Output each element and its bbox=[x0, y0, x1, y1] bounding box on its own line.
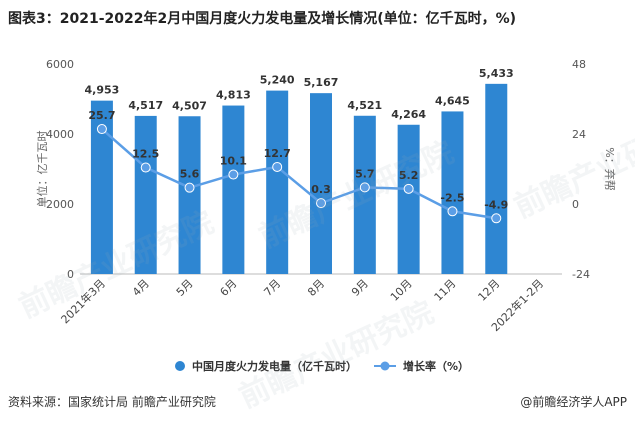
brand-note: @前瞻经济学人APP bbox=[520, 395, 627, 409]
growth-rate-label: 0.3 bbox=[311, 183, 331, 196]
bar bbox=[353, 115, 376, 274]
growth-rate-point bbox=[403, 183, 414, 194]
bar bbox=[178, 116, 201, 274]
y2-tick-label: 0 bbox=[572, 198, 579, 211]
x-tick-label: 6月 bbox=[218, 277, 240, 299]
bar-value-label: 4,507 bbox=[172, 99, 207, 112]
growth-rate-point bbox=[491, 213, 502, 224]
bar bbox=[134, 115, 157, 274]
growth-rate-label: 10.1 bbox=[220, 155, 247, 168]
growth-rate-point bbox=[272, 161, 283, 172]
growth-rate-point bbox=[96, 124, 107, 135]
bar-value-label: 5,433 bbox=[479, 67, 514, 80]
y-tick-label: 2000 bbox=[46, 198, 74, 211]
growth-rate-label: -2.5 bbox=[440, 191, 464, 204]
bar-value-label: 4,813 bbox=[216, 89, 251, 102]
y2-tick-label: 48 bbox=[572, 58, 586, 71]
y2-tick-label: -24 bbox=[572, 268, 590, 281]
growth-rate-label: 25.7 bbox=[88, 109, 115, 122]
bar bbox=[310, 93, 332, 274]
bar-value-label: 4,517 bbox=[128, 99, 163, 112]
bar-value-label: 5,240 bbox=[260, 74, 295, 87]
growth-rate-label: 12.7 bbox=[264, 147, 291, 160]
growth-rate-point bbox=[447, 206, 458, 217]
legend-bar-label: 中国月度火力发电量（亿千瓦时） bbox=[192, 359, 357, 373]
x-tick-label: 2021年3月 bbox=[58, 276, 108, 326]
bar-value-label: 4,264 bbox=[391, 108, 426, 121]
bar bbox=[485, 83, 508, 274]
y2-tick-label: 24 bbox=[572, 128, 586, 141]
x-tick-label: 12月 bbox=[476, 277, 503, 304]
y-axis-title: 单位：亿千瓦时 bbox=[35, 131, 49, 208]
legend-bar-marker bbox=[175, 361, 185, 371]
growth-rate-label: 5.2 bbox=[399, 169, 419, 182]
x-tick-label: 9月 bbox=[349, 277, 371, 299]
bar bbox=[222, 105, 245, 274]
chart-title: 图表3：2021-2022年2月中国月度火力发电量及增长情况(单位：亿千瓦时，%… bbox=[8, 11, 517, 27]
legend-line-label: 增长率（%） bbox=[403, 359, 469, 373]
y2-axis-title: %：弃帮 bbox=[603, 147, 617, 190]
bar-value-label: 5,167 bbox=[304, 76, 339, 89]
bar bbox=[90, 100, 113, 275]
growth-rate-point bbox=[359, 182, 370, 193]
growth-rate-point bbox=[228, 169, 239, 180]
bar bbox=[266, 90, 289, 274]
growth-rate-label: 12.5 bbox=[132, 148, 159, 161]
y-tick-label: 0 bbox=[67, 268, 74, 281]
growth-rate-label: -4.9 bbox=[484, 198, 508, 211]
bar bbox=[397, 124, 420, 274]
source-note: 资料来源：国家统计局 前瞻产业研究院 bbox=[8, 395, 216, 409]
x-tick-label: 5月 bbox=[174, 277, 196, 299]
growth-rate-point bbox=[184, 182, 195, 193]
growth-rate-point bbox=[140, 162, 151, 173]
legend-line-marker bbox=[380, 361, 390, 371]
x-tick-label: 11月 bbox=[432, 277, 459, 304]
growth-rate-label: 5.7 bbox=[355, 167, 375, 180]
growth-rate-label: 5.6 bbox=[180, 168, 200, 181]
x-tick-label: 10月 bbox=[388, 277, 415, 304]
bar bbox=[441, 111, 464, 274]
x-tick-label: 8月 bbox=[305, 277, 327, 299]
bar-value-label: 4,645 bbox=[435, 94, 470, 107]
bar-value-label: 4,521 bbox=[347, 99, 382, 112]
x-tick-label: 7月 bbox=[261, 277, 283, 299]
growth-rate-line bbox=[101, 128, 497, 220]
bar-value-label: 4,953 bbox=[85, 84, 120, 97]
growth-rate-point bbox=[316, 198, 326, 209]
y-tick-label: 6000 bbox=[46, 58, 74, 71]
x-tick-label: 4月 bbox=[130, 277, 152, 299]
y-tick-label: 4000 bbox=[46, 128, 74, 141]
